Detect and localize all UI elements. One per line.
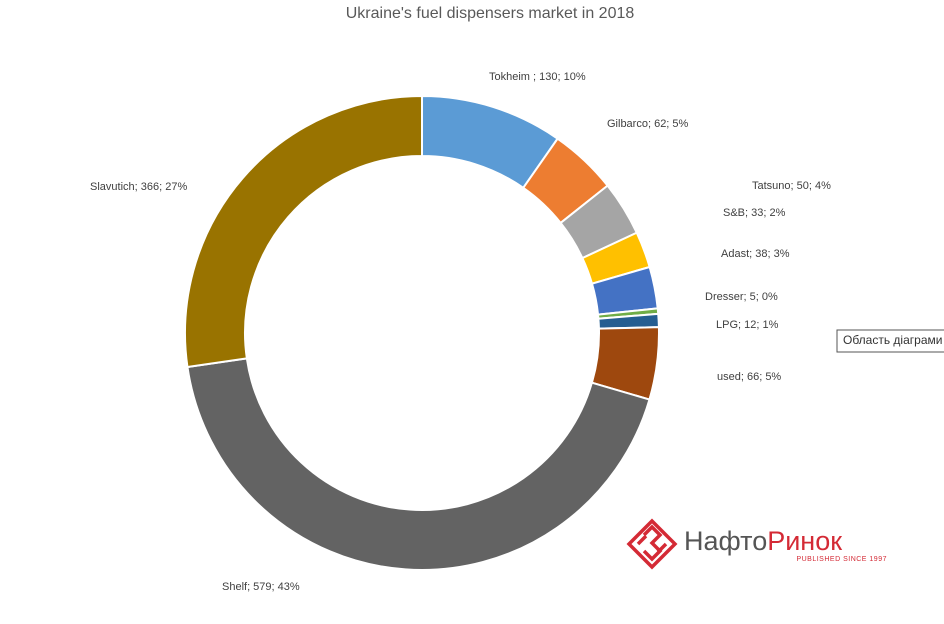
slice	[184, 94, 423, 369]
data-label: Shelf; 579; 43%	[222, 581, 300, 593]
data-label: LPG; 12; 1%	[716, 319, 779, 331]
data-label: Tatsuno; 50; 4%	[752, 180, 831, 192]
data-label: used; 66; 5%	[717, 371, 781, 383]
data-label: S&B; 33; 2%	[723, 207, 786, 219]
data-label: Adast; 38; 3%	[721, 248, 790, 260]
data-label: Tokheim ; 130; 10%	[489, 71, 586, 83]
donut	[184, 94, 660, 571]
data-labels: Tokheim ; 130; 10% Gilbarco; 62; 5% Tatsun…	[90, 71, 831, 593]
logo-icon	[626, 518, 678, 570]
data-label: Slavutich; 366; 27%	[90, 181, 187, 193]
tooltip-box	[836, 329, 944, 353]
logo-text-part: Нафто	[684, 526, 767, 556]
slice	[186, 357, 651, 571]
data-label: Gilbarco; 62; 5%	[607, 118, 689, 130]
chart-title: Ukraine's fuel dispensers market in 2018	[346, 5, 635, 22]
tooltip: Область діаграми	[836, 329, 944, 353]
tooltip-text: Область діаграми	[843, 333, 942, 347]
logo-tagline: PUBLISHED SINCE 1997	[796, 556, 887, 563]
logo-text-part: Ринок	[767, 526, 842, 556]
logo: НафтоРинок PUBLISHED SINCE 1997	[626, 518, 887, 570]
logo-text: НафтоРинок	[684, 526, 842, 556]
data-label: Dresser; 5; 0%	[705, 291, 778, 303]
